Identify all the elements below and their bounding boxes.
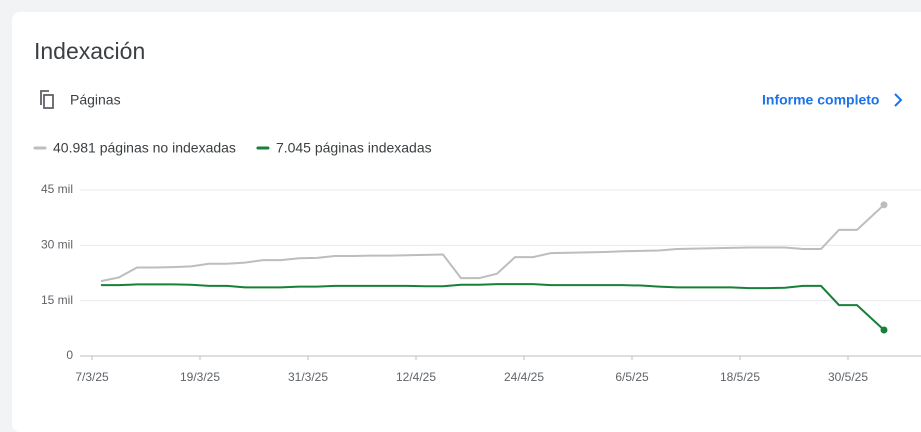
y-tick-label: 45 mil bbox=[41, 182, 73, 196]
end-point bbox=[880, 201, 888, 209]
x-tick-label: 24/4/25 bbox=[504, 370, 544, 384]
x-tick-label: 18/5/25 bbox=[720, 370, 760, 384]
y-tick-label: 30 mil bbox=[41, 238, 73, 252]
report-link[interactable]: Informe completo bbox=[762, 92, 879, 108]
chart: Indexación Páginas Informe completo 0 15 … bbox=[33, 38, 921, 384]
series-line bbox=[100, 204, 885, 283]
x-tick-label: 12/4/25 bbox=[396, 370, 436, 384]
x-tick-label: 6/5/25 bbox=[615, 370, 649, 384]
x-tick-label: 31/3/25 bbox=[288, 370, 328, 384]
page: Indexación Páginas Informe completo 0 15 … bbox=[12, 12, 921, 432]
series-line bbox=[101, 283, 885, 331]
x-tick-label: 19/3/25 bbox=[180, 370, 220, 384]
y-tick-label: 0 bbox=[66, 348, 73, 362]
x-tick-label: 30/5/25 bbox=[828, 370, 868, 384]
chevron[interactable] bbox=[894, 93, 903, 107]
card bbox=[12, 12, 921, 432]
pages-icon bbox=[40, 90, 54, 109]
x-tick-label: 7/3/25 bbox=[75, 370, 109, 384]
end-point bbox=[880, 326, 888, 334]
legend-label: 7.045 páginas indexadas bbox=[276, 140, 432, 156]
section-label: Páginas bbox=[70, 92, 121, 108]
card-title: Indexación bbox=[34, 38, 145, 64]
legend-label: 40.981 páginas no indexadas bbox=[53, 140, 236, 156]
y-tick-label: 15 mil bbox=[41, 293, 73, 307]
